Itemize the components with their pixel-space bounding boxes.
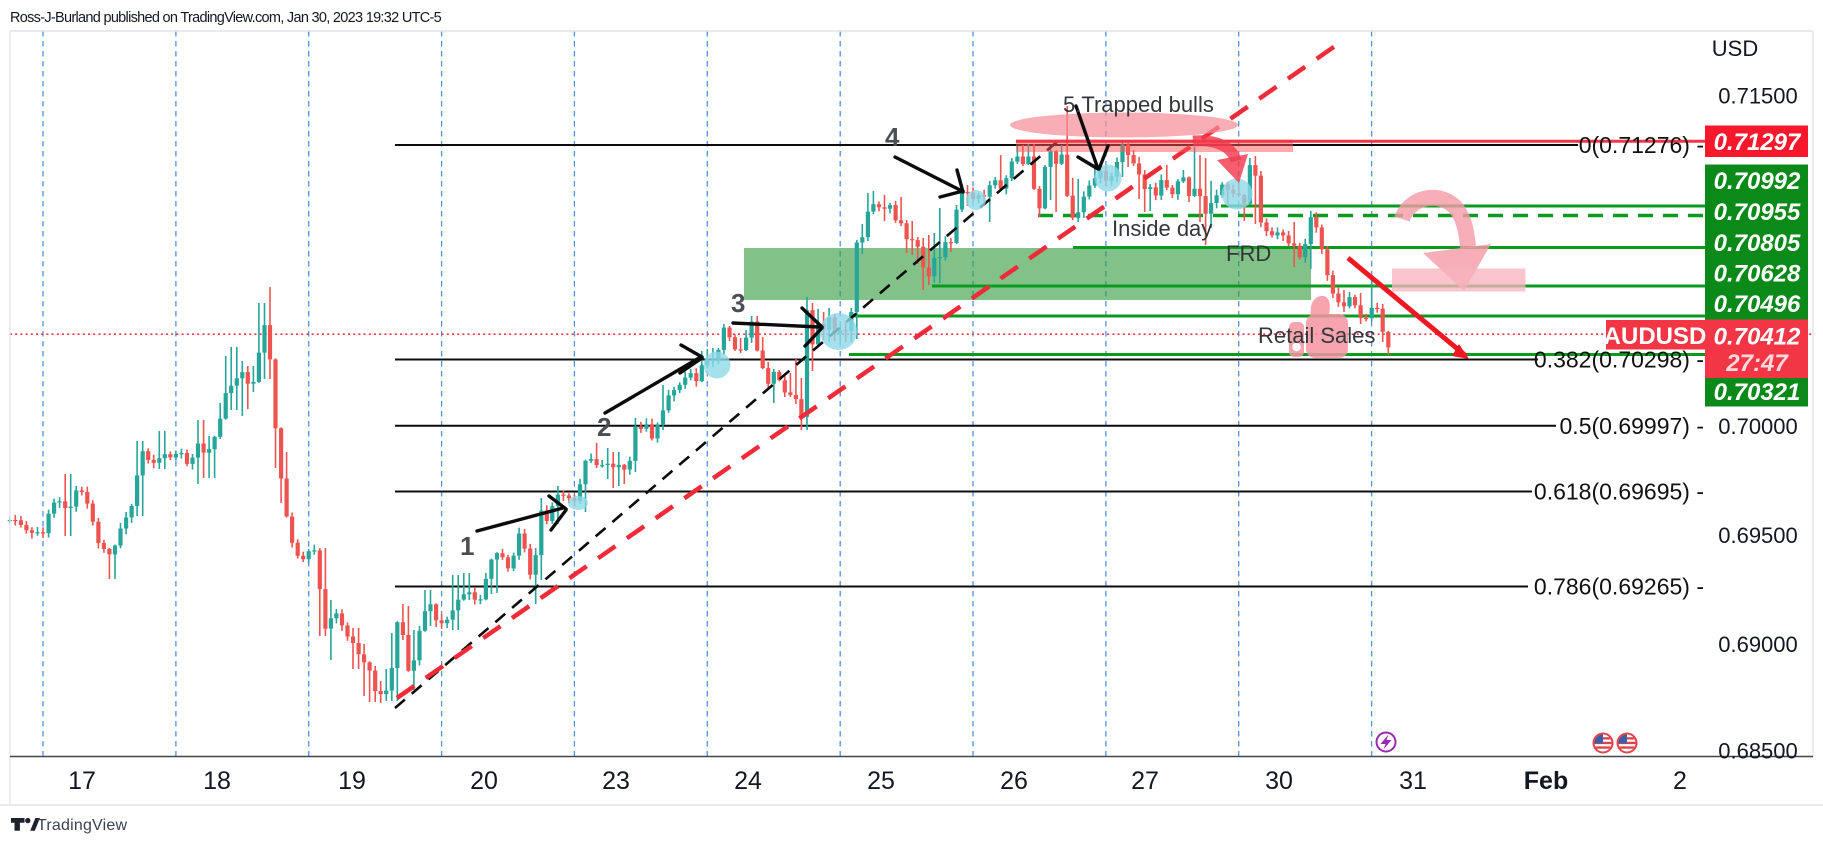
svg-text:2: 2 bbox=[1673, 767, 1687, 795]
svg-text:TradingView: TradingView bbox=[37, 817, 127, 834]
svg-text:19: 19 bbox=[338, 767, 366, 795]
svg-text:25: 25 bbox=[867, 767, 895, 795]
svg-text:31: 31 bbox=[1399, 767, 1427, 795]
svg-text:0.382(0.70298) -: 0.382(0.70298) - bbox=[1534, 347, 1704, 373]
svg-text:0.70992: 0.70992 bbox=[1714, 168, 1801, 195]
svg-text:17: 17 bbox=[68, 767, 96, 795]
svg-text:4: 4 bbox=[885, 122, 900, 152]
svg-text:0.70412: 0.70412 bbox=[1714, 324, 1801, 351]
svg-text:24: 24 bbox=[734, 767, 762, 795]
svg-text:0.70628: 0.70628 bbox=[1714, 261, 1801, 288]
svg-text:0(0.71276) -: 0(0.71276) - bbox=[1579, 132, 1704, 158]
svg-text:20: 20 bbox=[470, 767, 498, 795]
svg-text:0.71500: 0.71500 bbox=[1718, 84, 1798, 109]
svg-text:3: 3 bbox=[731, 288, 745, 318]
svg-text:Inside day: Inside day bbox=[1112, 216, 1212, 241]
svg-text:Ross-J-Burland published on Tr: Ross-J-Burland published on TradingView.… bbox=[10, 10, 442, 26]
svg-text:0.618(0.69695) -: 0.618(0.69695) - bbox=[1534, 479, 1704, 505]
svg-text:0.70000: 0.70000 bbox=[1718, 414, 1798, 439]
svg-text:USD: USD bbox=[1712, 36, 1758, 61]
svg-text:27: 27 bbox=[1131, 767, 1159, 795]
svg-text:0.70321: 0.70321 bbox=[1714, 379, 1801, 406]
svg-text:26: 26 bbox=[1000, 767, 1028, 795]
svg-text:27:47: 27:47 bbox=[1725, 350, 1789, 377]
svg-text:18: 18 bbox=[203, 767, 231, 795]
svg-text:AUDUSD: AUDUSD bbox=[1604, 323, 1707, 350]
svg-text:0.786(0.69265) -: 0.786(0.69265) - bbox=[1534, 574, 1704, 600]
svg-text:0.71297: 0.71297 bbox=[1714, 129, 1802, 156]
svg-text:Retail Sales: Retail Sales bbox=[1258, 323, 1375, 348]
svg-text:0.69500: 0.69500 bbox=[1718, 523, 1798, 548]
svg-text:0.70955: 0.70955 bbox=[1714, 199, 1801, 226]
svg-text:0.5(0.69997) -: 0.5(0.69997) - bbox=[1560, 413, 1704, 439]
svg-text:Feb: Feb bbox=[1524, 767, 1568, 795]
svg-text:0.70496: 0.70496 bbox=[1714, 291, 1801, 318]
svg-text:23: 23 bbox=[602, 767, 630, 795]
svg-text:0.70805: 0.70805 bbox=[1714, 230, 1801, 257]
svg-text:5.Trapped bulls: 5.Trapped bulls bbox=[1063, 92, 1214, 117]
svg-text:FRD: FRD bbox=[1226, 241, 1271, 266]
svg-text:0.69000: 0.69000 bbox=[1718, 632, 1798, 657]
svg-text:0.68500: 0.68500 bbox=[1718, 739, 1798, 764]
svg-text:1: 1 bbox=[460, 531, 474, 561]
svg-text:2: 2 bbox=[597, 412, 611, 442]
svg-text:30: 30 bbox=[1265, 767, 1293, 795]
